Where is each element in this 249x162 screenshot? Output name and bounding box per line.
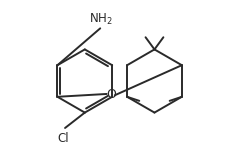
Text: NH$_2$: NH$_2$ [89, 12, 113, 27]
Text: O: O [106, 88, 116, 101]
Text: Cl: Cl [57, 132, 69, 145]
